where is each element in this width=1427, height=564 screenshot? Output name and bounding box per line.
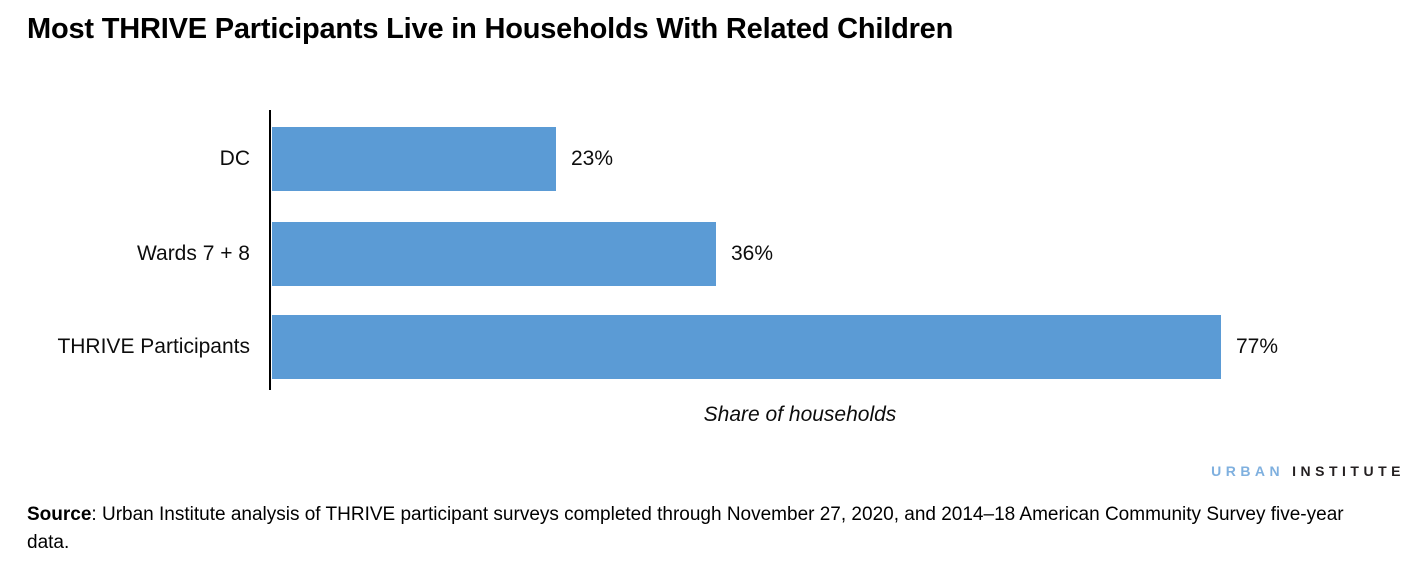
value-label: 77% — [1236, 335, 1279, 358]
source-label: Source — [27, 504, 92, 525]
bar-track: 36% — [272, 222, 1427, 286]
bar-chart: DC 23% Wards 7 + 8 36% THRIVE Participan… — [0, 110, 1427, 390]
bar — [272, 315, 1221, 379]
bar — [272, 127, 556, 191]
bar-row-dc: DC 23% — [0, 127, 1427, 191]
value-label: 36% — [731, 242, 774, 265]
bar-track: 23% — [272, 127, 1427, 191]
source-note: Source: Urban Institute analysis of THRI… — [27, 501, 1347, 557]
category-label: Wards 7 + 8 — [136, 242, 250, 265]
logo-institute-text: INSTITUTE — [1292, 463, 1405, 479]
source-text: : Urban Institute analysis of THRIVE par… — [27, 504, 1344, 553]
category-label: DC — [219, 147, 250, 170]
logo-urban-text: URBAN — [1211, 463, 1285, 479]
x-axis-label: Share of households — [703, 403, 897, 426]
bar-row-wards: Wards 7 + 8 36% — [0, 222, 1427, 286]
urban-institute-logo: URBAN INSTITUTE — [1211, 463, 1405, 479]
bar — [272, 222, 716, 286]
chart-title: Most THRIVE Participants Live in Househo… — [27, 13, 954, 45]
category-label: THRIVE Participants — [57, 335, 250, 358]
bar-row-thrive: THRIVE Participants 77% — [0, 315, 1427, 379]
y-axis-line — [269, 110, 271, 390]
bar-track: 77% — [272, 315, 1427, 379]
value-label: 23% — [571, 147, 614, 170]
